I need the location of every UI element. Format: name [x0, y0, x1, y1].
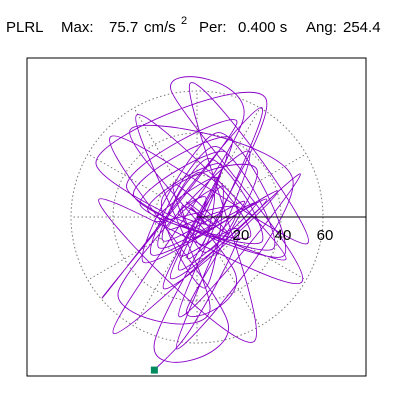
angle-value: 254.4 — [343, 19, 381, 36]
max-unit: cm/s — [144, 19, 176, 36]
radial-tick-label: 20 — [233, 227, 250, 244]
orbit-trace-group — [95, 76, 309, 371]
angle-label: Ang: — [306, 19, 337, 36]
radial-tick-labels: 20 40 60 — [233, 227, 334, 244]
max-label: Max: — [61, 19, 94, 36]
grid-spoke-210 — [87, 237, 161, 281]
radial-tick-label: 60 — [317, 227, 334, 244]
grid-spoke-300 — [217, 253, 261, 327]
max-unit-exponent: 2 — [181, 15, 187, 27]
period-label: Per: — [199, 19, 227, 36]
period-value: 0.400 s — [238, 19, 287, 36]
peak-marker-group — [150, 366, 158, 374]
chart-header: PLRL Max: 75.7 cm/s 2 Per: 0.400 s Ang: … — [6, 15, 381, 36]
radial-tick-label: 40 — [275, 227, 292, 244]
peak-marker — [150, 366, 158, 374]
orbit-trace-line — [95, 76, 309, 371]
max-value: 75.7 — [109, 19, 138, 36]
component-label: PLRL — [6, 19, 44, 36]
